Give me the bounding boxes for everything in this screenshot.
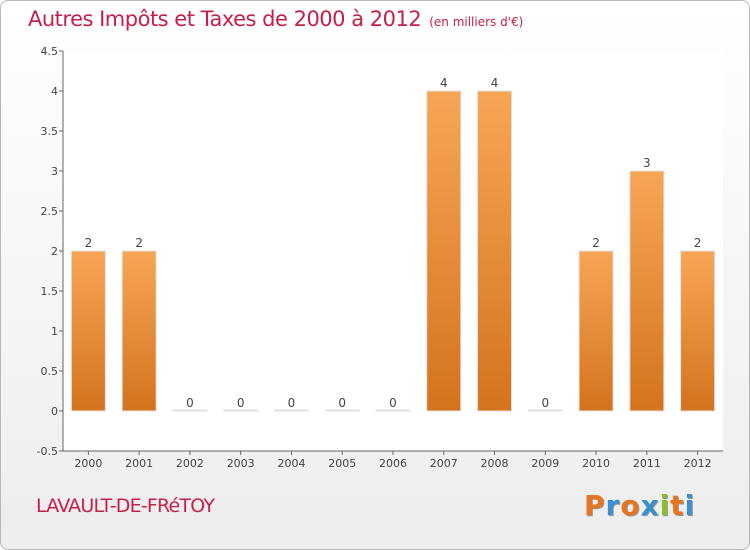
logo-letter: r <box>605 489 621 522</box>
y-ticks: -0.5 0 0.5 1 1.5 2 2.5 3 3.5 4 4.5 <box>37 45 63 458</box>
bar-2000 <box>70 250 106 412</box>
x-tick-label: 2001 <box>125 457 153 470</box>
x-tick-label: 2012 <box>684 457 712 470</box>
x-tick-label: 2003 <box>227 457 255 470</box>
data-label-2012: 2 <box>694 236 702 250</box>
bar-2011 <box>629 170 665 412</box>
bar-2010 <box>578 250 614 412</box>
logo-letter: t <box>670 489 685 522</box>
data-label-2006: 0 <box>389 396 397 410</box>
x-tick-label: 2008 <box>481 457 509 470</box>
data-label-2010: 2 <box>592 236 600 250</box>
data-label-2011: 3 <box>643 156 651 170</box>
logo-letter: x <box>640 489 660 522</box>
x-tick-label: 2009 <box>531 457 559 470</box>
x-tick-label: 2005 <box>328 457 356 470</box>
bar-2006 <box>375 409 411 412</box>
bar-2005 <box>324 409 360 412</box>
y-tick-label: 3 <box>51 165 58 178</box>
y-tick-label: 3.5 <box>41 125 59 138</box>
x-tick-label: 2004 <box>277 457 305 470</box>
data-label-2005: 0 <box>338 396 346 410</box>
logo-letter: o <box>620 489 641 522</box>
bars: 2 2 0 0 0 0 0 4 4 0 2 3 2 <box>70 76 716 412</box>
proxiti-logo: Proxiti <box>584 489 695 522</box>
bar-2001 <box>121 250 157 412</box>
y-tick-label: 4 <box>51 85 58 98</box>
x-tick-label: 2002 <box>176 457 204 470</box>
bar-2007 <box>426 90 462 412</box>
x-tick-label: 2010 <box>582 457 610 470</box>
y-tick-label: 1.5 <box>41 285 59 298</box>
bar-2003 <box>223 409 259 412</box>
x-tick-label: 2000 <box>74 457 102 470</box>
y-tick-label: -0.5 <box>37 445 58 458</box>
commune-name: LAVAULT-DE-FRéTOY <box>36 495 215 517</box>
bar-2009 <box>527 409 563 412</box>
chart-title-text: Autres Impôts et Taxes de 2000 à 2012 <box>28 7 422 31</box>
y-tick-label: 0 <box>51 405 58 418</box>
data-label-2000: 2 <box>85 236 93 250</box>
data-label-2002: 0 <box>186 396 194 410</box>
bar-2008 <box>477 90 513 412</box>
x-ticks: 2000 2001 2002 2003 2004 2005 2006 2007 2008 2009… <box>74 451 712 470</box>
data-label-2004: 0 <box>288 396 296 410</box>
x-tick-label: 2011 <box>633 457 661 470</box>
y-tick-label: 4.5 <box>41 45 59 58</box>
data-label-2008: 4 <box>491 76 499 90</box>
bar-2012 <box>680 250 716 412</box>
data-label-2003: 0 <box>237 396 245 410</box>
x-tick-label: 2007 <box>430 457 458 470</box>
data-label-2001: 2 <box>135 236 143 250</box>
y-tick-label: 0.5 <box>41 365 59 378</box>
x-tick-label: 2006 <box>379 457 407 470</box>
data-label-2009: 0 <box>541 396 549 410</box>
bar-2004 <box>273 409 309 412</box>
chart-subtitle: (en milliers d'€) <box>429 15 524 29</box>
bar-2002 <box>172 409 208 412</box>
data-label-2007: 4 <box>440 76 448 90</box>
logo-letter: i <box>684 489 696 522</box>
logo-letter: i <box>659 489 671 522</box>
y-tick-label: 2 <box>51 245 58 258</box>
y-tick-label: 1 <box>51 325 58 338</box>
chart-title: Autres Impôts et Taxes de 2000 à 2012 (en… <box>28 7 523 31</box>
y-tick-label: 2.5 <box>41 205 59 218</box>
plot-area <box>63 51 723 451</box>
logo-letter: P <box>584 489 606 522</box>
